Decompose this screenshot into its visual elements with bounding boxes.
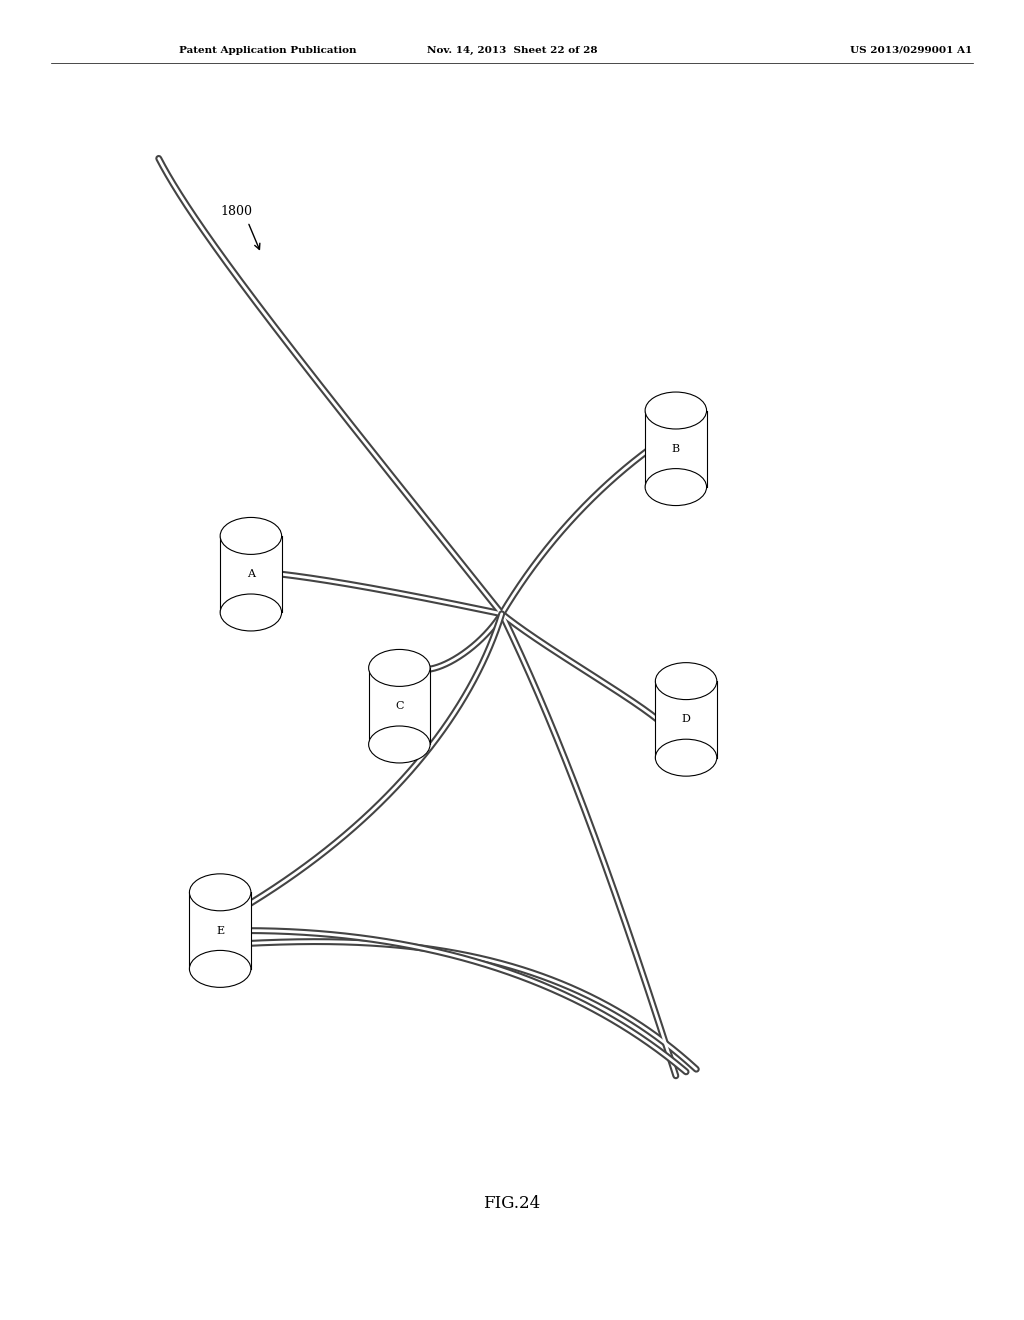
Ellipse shape	[189, 950, 251, 987]
Text: E: E	[216, 925, 224, 936]
Text: FIG.24: FIG.24	[483, 1196, 541, 1212]
Bar	[655, 681, 717, 758]
Text: B: B	[672, 444, 680, 454]
Bar	[369, 668, 430, 744]
Text: US 2013/0299001 A1: US 2013/0299001 A1	[850, 46, 972, 54]
Ellipse shape	[369, 649, 430, 686]
Ellipse shape	[655, 663, 717, 700]
Text: 1800: 1800	[220, 205, 252, 218]
Bar	[220, 536, 282, 612]
Ellipse shape	[189, 874, 251, 911]
Text: Patent Application Publication: Patent Application Publication	[179, 46, 356, 54]
Ellipse shape	[645, 392, 707, 429]
Ellipse shape	[369, 726, 430, 763]
Text: Nov. 14, 2013  Sheet 22 of 28: Nov. 14, 2013 Sheet 22 of 28	[427, 46, 597, 54]
Ellipse shape	[220, 517, 282, 554]
Bar	[645, 411, 707, 487]
Text: C: C	[395, 701, 403, 711]
Bar	[189, 892, 251, 969]
Text: D: D	[682, 714, 690, 725]
Ellipse shape	[220, 594, 282, 631]
Ellipse shape	[645, 469, 707, 506]
Ellipse shape	[655, 739, 717, 776]
Text: A: A	[247, 569, 255, 579]
